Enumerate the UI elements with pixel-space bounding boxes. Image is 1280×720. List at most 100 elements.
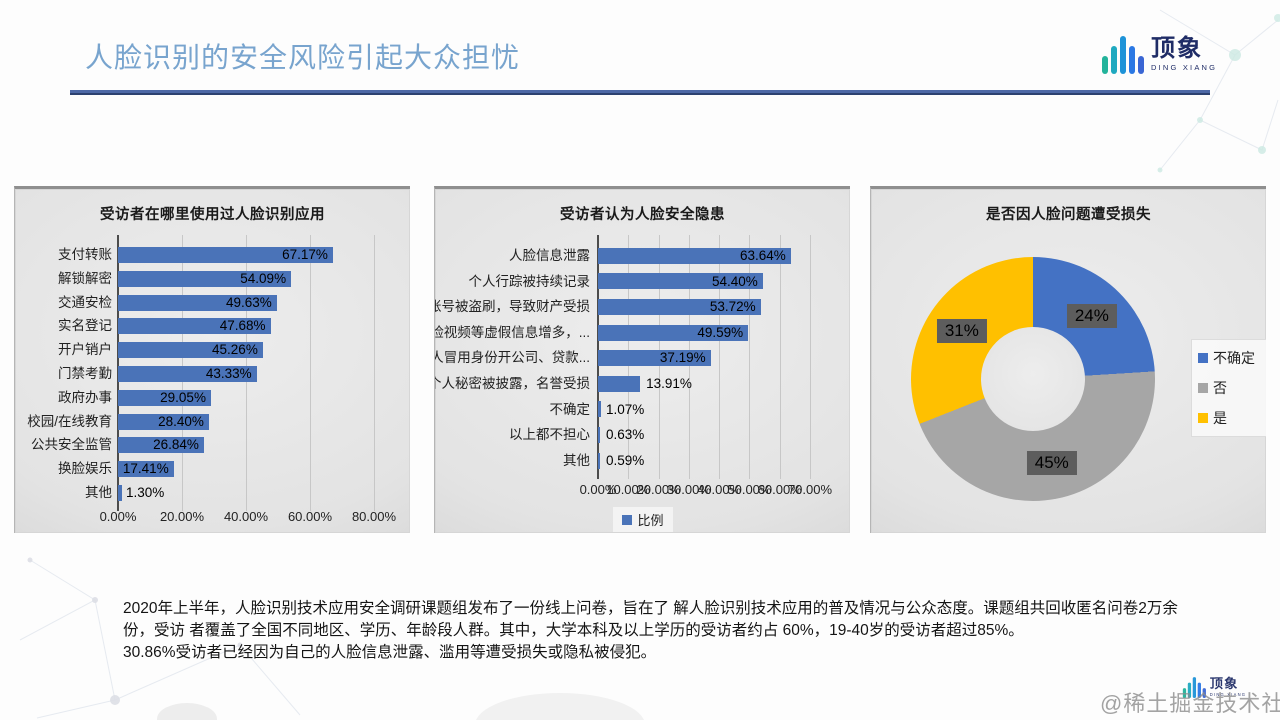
value-label: 53.72% (709, 299, 756, 315)
category-label: 其他 (85, 485, 112, 500)
bar (118, 484, 123, 501)
title-underline-bar (70, 90, 1210, 95)
bar (598, 324, 749, 341)
bar (598, 350, 711, 367)
bar (598, 273, 763, 290)
legend-label: 是 (1213, 410, 1227, 426)
legend-label: 不确定 (1213, 350, 1255, 366)
bar (118, 389, 211, 406)
slice-percentage-label: 24% (1066, 304, 1117, 329)
x-axis-tick-label: 10.00% (606, 482, 651, 497)
value-label: 67.17% (282, 247, 328, 262)
category-label: 门禁考勤 (58, 366, 112, 381)
x-axis-tick-label: 40.00% (697, 482, 742, 497)
x-axis-tick-label: 80.00% (351, 509, 397, 524)
brand-name: 顶象 (1209, 676, 1239, 692)
bar (118, 294, 277, 311)
x-axis-tick-label: 30.00% (666, 482, 711, 497)
x-axis-tick-label: 0.00% (579, 482, 617, 497)
footer-paragraph: 2020年上半年，人脸识别技术应用安全调研课题组发布了一份线上问卷，旨在了 解人… (123, 598, 1228, 664)
bar (118, 270, 292, 287)
bar (598, 375, 641, 392)
grid-line (779, 235, 781, 480)
grid-line (810, 235, 811, 480)
bar (118, 413, 209, 430)
legend-swatch-icon (1198, 353, 1208, 363)
value-label: 49.59% (697, 324, 744, 340)
legend-item-yes: 是 (1198, 408, 1262, 428)
bar (598, 427, 600, 443)
grid-line (749, 235, 751, 480)
brand-name: 顶象 (1151, 34, 1203, 62)
value-label: 13.91% (646, 376, 692, 391)
category-label: 解锁解密 (58, 270, 112, 286)
x-axis-tick-label: 60.00% (287, 509, 333, 524)
dingxiang-bars-icon (1102, 34, 1144, 74)
category-label: 公共安全监管 (31, 437, 112, 453)
grid-line (719, 235, 721, 480)
chart-title-usage: 受访者在哪里使用过人脸识别应用 (100, 207, 325, 223)
bar (118, 246, 333, 263)
legend-label: 否 (1213, 380, 1227, 396)
x-axis-tick-label: 70.00% (787, 482, 833, 497)
bar (118, 342, 263, 359)
footer-line: 2020年上半年，人脸识别技术应用安全调研课题组发布了一份线上问卷，旨在了 解人… (123, 600, 1178, 617)
value-label: 0.59% (606, 452, 645, 468)
x-axis-tick-label: 20.00% (636, 482, 681, 497)
chart-title-risk: 受访者认为人脸安全隐患 (560, 207, 725, 223)
x-axis-tick-label: 40.00% (223, 509, 269, 524)
category-label: 不确定 (549, 401, 591, 417)
grid-line (310, 235, 311, 511)
value-label: 1.30% (126, 485, 165, 500)
value-label: 28.40% (158, 413, 204, 429)
value-label: 0.63% (606, 427, 645, 443)
category-label: 个人行踪被持续记录 (468, 273, 591, 289)
category-label: 人脸信息泄露 (509, 248, 590, 263)
legend-swatch-icon (1198, 383, 1208, 393)
dingxiang-bars-icon (1182, 676, 1206, 698)
watermark: @稀土掘金技术社区 (1100, 691, 1280, 716)
grid-line (374, 235, 375, 511)
category-label: 交通安检 (58, 294, 112, 310)
category-label: 他人冒用身份开公司、贷款... (434, 350, 590, 366)
bar (598, 247, 791, 264)
category-label: 个人秘密被披露，名誉受损 (434, 376, 590, 391)
value-label: 54.09% (240, 270, 287, 286)
category-label: 换脸娱乐 (58, 461, 112, 477)
value-label: 1.07% (606, 401, 645, 417)
bar (598, 299, 761, 315)
legend-swatch-icon (1198, 413, 1208, 423)
value-label: 45.26% (212, 342, 258, 358)
value-label: 49.63% (226, 294, 272, 310)
value-label: 43.33% (205, 366, 252, 381)
category-label: 换脸视频等虚假信息增多，... (434, 324, 590, 340)
bar (598, 452, 600, 469)
footer-line: 30.86%受访者已经因为自己的人脸信息泄露、滥用等遭受损失或隐私被侵犯。 (123, 644, 657, 661)
legend-label: 比例 (637, 513, 664, 528)
chart-panel-loss: 是否因人脸问题遭受损失 24% 45% 31% 不确定 否 是 (870, 186, 1266, 533)
slice-percentage-label: 31% (936, 318, 987, 343)
dingxiang-logo: 顶象 DING XIANG (1102, 34, 1217, 74)
category-label: 实名登记 (58, 318, 112, 334)
bar (598, 401, 602, 418)
value-label: 54.40% (711, 273, 758, 289)
page-title: 人脸识别的安全风险引起大众担忧 (85, 42, 521, 73)
bar (118, 437, 204, 454)
category-label: 开户销户 (58, 342, 112, 358)
slice-percentage-label: 45% (1026, 450, 1077, 475)
category-label: 其他 (563, 452, 590, 468)
chart-panel-risk: 受访者认为人脸安全隐患 0.00% 10.00% 20.00% 30.00% 40.00… (434, 186, 850, 533)
category-label: 校园/在线教育 (27, 413, 112, 429)
legend-item-no: 否 (1198, 378, 1262, 398)
category-label: 政府办事 (58, 389, 112, 405)
chart-title-loss: 是否因人脸问题遭受损失 (986, 207, 1151, 223)
category-label: 账号被盗刷，导致财产受损 (434, 299, 590, 315)
legend-item-uncertain: 不确定 (1198, 348, 1262, 368)
brand-subname: DING XIANG (1151, 62, 1218, 72)
value-label: 63.64% (739, 248, 786, 263)
category-label: 支付转账 (58, 247, 112, 262)
value-label: 29.05% (160, 389, 206, 405)
bar (118, 365, 257, 382)
donut-legend: 不确定 否 是 (1191, 339, 1266, 437)
value-label: 47.68% (219, 318, 266, 334)
